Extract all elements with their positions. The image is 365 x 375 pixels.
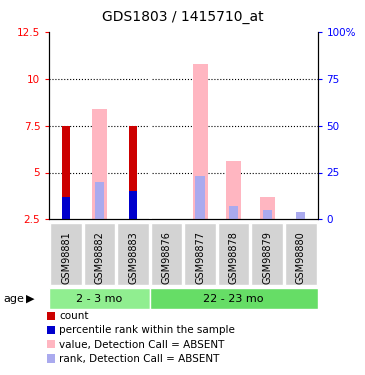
Bar bbox=[130, 126, 137, 219]
Text: GSM98881: GSM98881 bbox=[61, 231, 71, 284]
Text: ▶: ▶ bbox=[26, 294, 35, 303]
Bar bbox=[229, 206, 238, 219]
Text: rank, Detection Call = ABSENT: rank, Detection Call = ABSENT bbox=[59, 354, 219, 364]
Bar bbox=[151, 223, 182, 285]
Bar bbox=[262, 210, 272, 219]
Bar bbox=[130, 191, 137, 219]
Text: percentile rank within the sample: percentile rank within the sample bbox=[59, 326, 235, 335]
Text: GSM98880: GSM98880 bbox=[296, 231, 306, 284]
Bar bbox=[296, 212, 306, 219]
Bar bbox=[285, 223, 316, 285]
Bar bbox=[84, 223, 115, 285]
Bar bbox=[150, 288, 318, 309]
Bar bbox=[92, 109, 107, 219]
Bar bbox=[193, 64, 208, 219]
Text: GSM98879: GSM98879 bbox=[262, 231, 272, 284]
Bar bbox=[196, 176, 205, 219]
Text: GDS1803 / 1415710_at: GDS1803 / 1415710_at bbox=[102, 10, 263, 24]
Text: GSM98877: GSM98877 bbox=[195, 231, 205, 284]
Text: GSM98883: GSM98883 bbox=[128, 231, 138, 284]
Bar bbox=[260, 197, 275, 219]
Bar bbox=[62, 126, 70, 219]
Bar bbox=[118, 223, 149, 285]
Text: count: count bbox=[59, 311, 89, 321]
Bar bbox=[184, 223, 216, 285]
Bar bbox=[226, 161, 241, 219]
Text: age: age bbox=[4, 294, 24, 303]
Bar bbox=[49, 288, 150, 309]
Bar bbox=[251, 223, 283, 285]
Bar bbox=[50, 223, 82, 285]
Text: 2 - 3 mo: 2 - 3 mo bbox=[76, 294, 123, 303]
Text: GSM98876: GSM98876 bbox=[162, 231, 172, 284]
Text: GSM98878: GSM98878 bbox=[229, 231, 239, 284]
Bar bbox=[62, 197, 70, 219]
Bar bbox=[95, 182, 104, 219]
Text: value, Detection Call = ABSENT: value, Detection Call = ABSENT bbox=[59, 340, 224, 350]
Text: GSM98882: GSM98882 bbox=[95, 231, 105, 284]
Bar bbox=[218, 223, 249, 285]
Text: 22 - 23 mo: 22 - 23 mo bbox=[203, 294, 264, 303]
